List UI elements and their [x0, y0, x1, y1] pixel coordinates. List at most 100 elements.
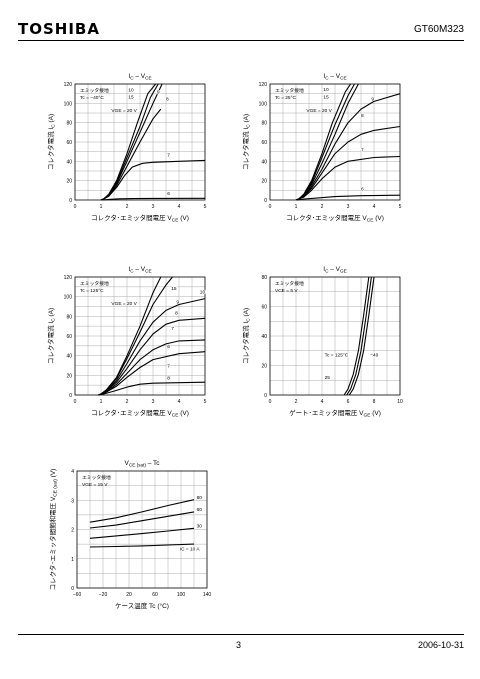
curve-label: 80	[197, 495, 203, 501]
curve-label: 7	[167, 363, 170, 369]
series-line	[102, 197, 206, 201]
y-tick-label: 0	[69, 198, 72, 204]
y-axis-label: コレクタ電流 IC (A)	[241, 308, 252, 364]
chart-title: VCE (sat) – Tc	[124, 460, 160, 468]
footer-rule	[18, 634, 464, 635]
series-line	[98, 381, 206, 396]
x-tick-label: 4	[178, 399, 181, 405]
x-axis-label: コレクタ･エミッタ間電圧 VCE (V)	[286, 213, 384, 224]
brand-logo: TOSHIBA	[18, 20, 100, 38]
curve-label: 9	[371, 96, 374, 102]
x-tick-label: 5	[204, 399, 207, 405]
x-axis-label: ゲート･エミッタ間電圧 VGE (V)	[289, 408, 381, 419]
x-tick-label: 3	[152, 204, 155, 210]
series-line	[98, 351, 206, 396]
chart-title: IC – VCE	[128, 73, 151, 81]
x-tick-label: 140	[203, 592, 212, 598]
y-tick-label: 0	[71, 586, 74, 592]
chart-title: IC – VGE	[323, 266, 346, 274]
x-tick-label: 0	[74, 204, 77, 210]
x-tick-label: 20	[126, 592, 132, 598]
y-tick-label: 1	[71, 557, 74, 563]
x-tick-label: 2	[295, 399, 298, 405]
x-tick-label: 5	[399, 204, 402, 210]
series-line	[89, 511, 195, 529]
chart-note: エミッタ接地	[80, 87, 109, 94]
y-tick-label: 4	[71, 469, 74, 475]
chart-note: VCE = 5 V	[275, 288, 298, 294]
y-tick-label: 80	[261, 121, 267, 127]
chart-note-vge: VGE = 20 V	[111, 301, 137, 307]
x-axis-label: コレクタ･エミッタ間電圧 VCE (V)	[91, 213, 189, 224]
y-tick-label: 0	[69, 393, 72, 399]
x-tick-label: 2	[126, 204, 129, 210]
y-tick-label: 20	[261, 179, 267, 185]
curve-label: 10	[200, 290, 206, 296]
x-tick-label: 1	[100, 204, 103, 210]
chart-note-vge: VGE = 20 V	[306, 108, 332, 114]
y-tick-label: 20	[261, 364, 267, 370]
series-line	[346, 276, 372, 396]
y-tick-label: 60	[66, 140, 72, 146]
y-tick-label: 20	[66, 179, 72, 185]
curve-label: 60	[197, 507, 203, 513]
y-tick-label: 120	[259, 82, 268, 88]
curve-label: 8	[166, 96, 169, 102]
series-line	[297, 194, 401, 201]
x-tick-label: 4	[178, 204, 181, 210]
document-date: 2006-10-31	[417, 640, 464, 650]
series-line	[100, 159, 206, 201]
curve-label: 6	[361, 186, 364, 192]
x-tick-label: 6	[347, 399, 350, 405]
plot-frame	[74, 276, 206, 396]
x-tick-label: 10	[397, 399, 403, 405]
curve-label: 8	[175, 310, 178, 316]
y-axis-label: コレクタ電流 IC (A)	[241, 114, 252, 170]
y-tick-label: 60	[66, 334, 72, 340]
y-axis-label: コレクタ･エミッタ間飽和電圧 VCE (sat) (V)	[48, 469, 59, 591]
x-tick-label: 2	[126, 399, 129, 405]
x-tick-label: 3	[152, 399, 155, 405]
chart-note: エミッタ接地	[82, 474, 111, 481]
y-tick-label: 2	[71, 528, 74, 534]
curve-label: 7	[171, 326, 174, 332]
chart-title: IC – VCE	[323, 73, 346, 81]
plot-frame	[269, 83, 401, 201]
x-tick-label: 4	[321, 399, 324, 405]
y-tick-label: 0	[264, 198, 267, 204]
part-number: GT60M323	[413, 24, 464, 35]
x-tick-label: 4	[373, 204, 376, 210]
curve-label: Tc = 125°C	[325, 353, 349, 359]
x-tick-label: 1	[100, 399, 103, 405]
curve-label: 10	[128, 88, 134, 94]
y-tick-label: 60	[261, 305, 267, 311]
series-line	[295, 155, 401, 201]
y-tick-label: 0	[264, 393, 267, 399]
curve-label: 7	[361, 148, 364, 154]
x-tick-label: 100	[177, 592, 186, 598]
curve-label: 6	[167, 191, 170, 197]
series-line	[348, 276, 375, 396]
y-tick-label: 100	[64, 101, 73, 107]
y-tick-label: 40	[66, 354, 72, 360]
curve-label: 7	[167, 153, 170, 159]
chart-note-vge: VGE = 20 V	[111, 108, 137, 114]
x-tick-label: 8	[373, 399, 376, 405]
curve-label: −40	[370, 353, 378, 359]
curve-label: 15	[323, 95, 329, 101]
curve-label: 9	[157, 90, 160, 96]
curve-label: 15	[128, 95, 134, 101]
x-tick-label: 3	[347, 204, 350, 210]
y-tick-label: 20	[66, 373, 72, 379]
chart-note: VGE = 15 V	[82, 482, 108, 488]
y-tick-label: 80	[66, 314, 72, 320]
y-tick-label: 100	[259, 101, 268, 107]
x-tick-label: 1	[295, 204, 298, 210]
x-tick-label: −20	[99, 592, 108, 598]
y-tick-label: 100	[64, 295, 73, 301]
curve-label: 30	[197, 523, 203, 529]
